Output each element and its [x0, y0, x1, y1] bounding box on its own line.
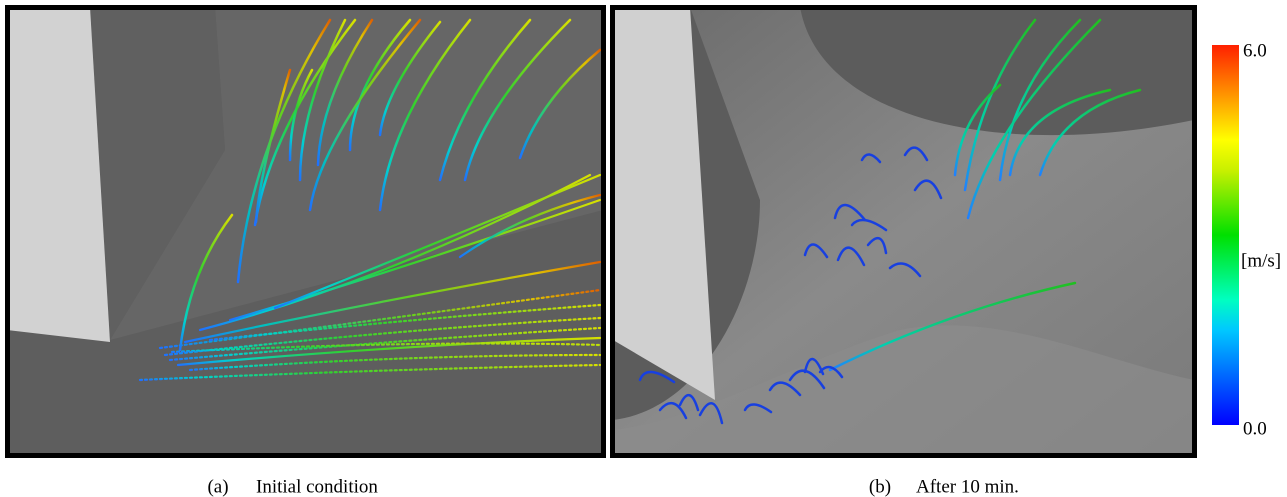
colorbar-top-label: 6.0	[1243, 40, 1267, 61]
figure: 6.0 [m/s] 0.0 (a) Initial condition (b) …	[0, 0, 1287, 497]
panel-a-render	[7, 7, 603, 455]
colorbar-unit: [m/s]	[1241, 250, 1281, 271]
panel-caption: Initial condition	[256, 476, 378, 497]
panel-b-render	[613, 7, 1194, 455]
panel-label: (b)	[869, 476, 891, 497]
panel-label: (a)	[207, 476, 228, 497]
panel-caption: After 10 min.	[916, 476, 1019, 497]
colorbar	[1212, 45, 1239, 425]
colorbar-bottom-label: 0.0	[1243, 418, 1267, 439]
